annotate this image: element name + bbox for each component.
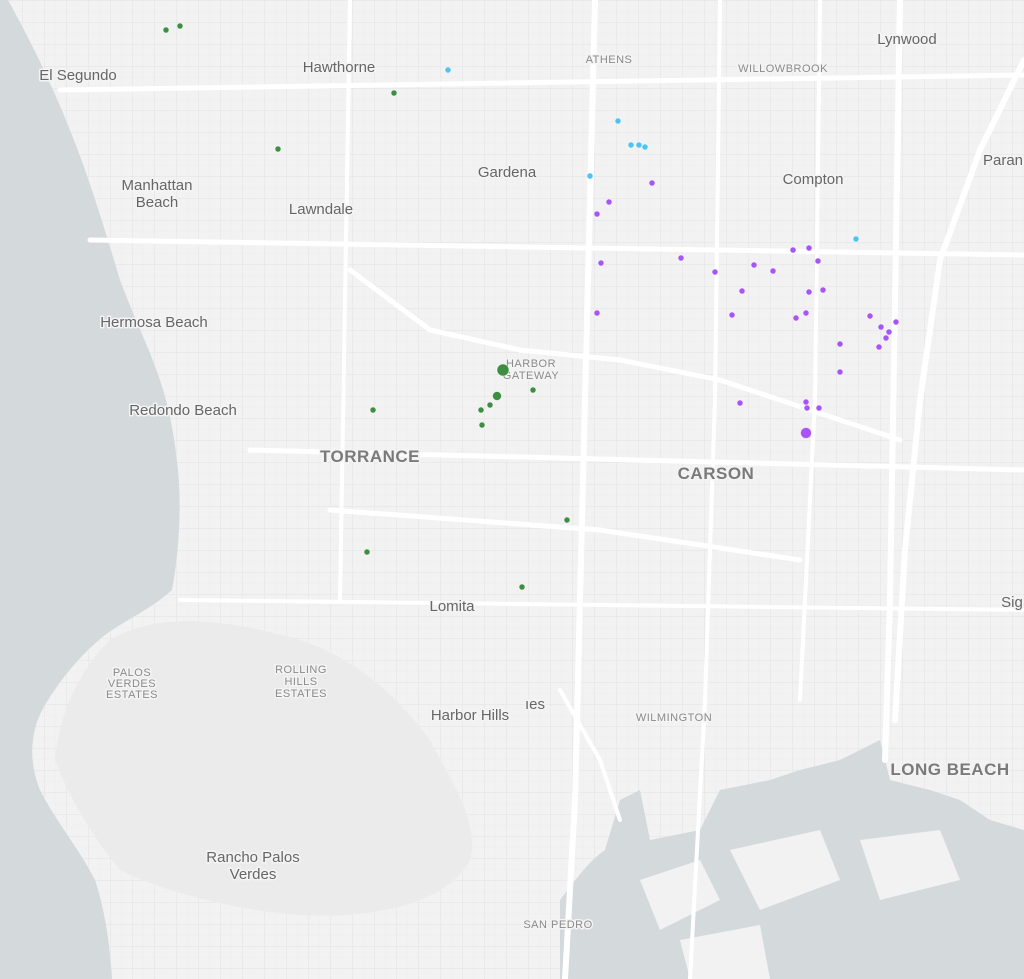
label-long-beach: LONG BEACH: [890, 760, 1009, 779]
harbor-pier-3: [860, 830, 960, 900]
purple-marker[interactable]: [882, 334, 890, 342]
purple-marker[interactable]: [866, 312, 874, 320]
label-manhattan-beach: Manhattan Beach: [122, 177, 193, 211]
purple-marker[interactable]: [800, 427, 812, 439]
label-willowbrook: WILLOWBROOK: [738, 63, 828, 75]
purple-marker[interactable]: [677, 254, 685, 262]
purple-marker[interactable]: [885, 328, 893, 336]
label-san-pedro: SAN PEDRO: [523, 919, 592, 931]
label-hermosa-beach: Hermosa Beach: [100, 314, 208, 331]
purple-marker[interactable]: [803, 404, 811, 412]
label-compton: Compton: [783, 171, 844, 188]
purple-marker[interactable]: [789, 246, 797, 254]
purple-marker[interactable]: [877, 323, 885, 331]
cyan-marker[interactable]: [635, 141, 643, 149]
green-marker[interactable]: [529, 386, 537, 394]
purple-marker[interactable]: [736, 399, 744, 407]
green-marker[interactable]: [369, 406, 377, 414]
green-marker[interactable]: [162, 26, 170, 34]
purple-marker[interactable]: [875, 343, 883, 351]
data-markers: [162, 22, 900, 591]
purple-marker[interactable]: [805, 244, 813, 252]
purple-marker[interactable]: [648, 179, 656, 187]
purple-marker[interactable]: [892, 318, 900, 326]
purple-marker[interactable]: [814, 257, 822, 265]
major-roads: [57, 0, 1024, 979]
label-gardena: Gardena: [478, 164, 537, 181]
purple-marker[interactable]: [802, 309, 810, 317]
label-paramount: Paran: [983, 152, 1023, 169]
label-hawthorne: Hawthorne: [303, 59, 376, 76]
purple-marker[interactable]: [792, 314, 800, 322]
purple-marker[interactable]: [750, 261, 758, 269]
label-athens: ATHENS: [586, 54, 633, 66]
purple-marker[interactable]: [597, 259, 605, 267]
purple-marker[interactable]: [805, 288, 813, 296]
label-palos-verdes-estates: PALOS VERDES ESTATES: [106, 667, 158, 701]
label-rolling-hills-estates: ROLLING HILLS ESTATES: [275, 664, 327, 700]
label-harbor-hills: Harbor Hills: [431, 707, 509, 724]
purple-marker[interactable]: [836, 340, 844, 348]
label-lawndale: Lawndale: [289, 201, 353, 218]
green-marker[interactable]: [363, 548, 371, 556]
label-lomita: Lomita: [429, 598, 475, 615]
label-el-segundo: El Segundo: [39, 67, 117, 84]
purple-marker[interactable]: [819, 286, 827, 294]
label-ies: ıes: [525, 696, 545, 713]
label-lynwood: Lynwood: [877, 31, 937, 48]
cyan-marker[interactable]: [586, 172, 594, 180]
green-marker[interactable]: [563, 516, 571, 524]
place-labels: El Segundo Hawthorne ATHENS WILLOWBROOK Lynw…: [38, 30, 1024, 933]
purple-marker[interactable]: [815, 404, 823, 412]
label-wilmington: WILMINGTON: [636, 712, 712, 724]
label-signal-hill: Sig: [1001, 594, 1023, 611]
cyan-marker[interactable]: [627, 141, 635, 149]
cyan-marker[interactable]: [852, 235, 860, 243]
green-marker[interactable]: [496, 363, 510, 377]
purple-marker[interactable]: [738, 287, 746, 295]
green-marker[interactable]: [390, 89, 398, 97]
purple-marker[interactable]: [728, 311, 736, 319]
purple-marker[interactable]: [769, 267, 777, 275]
green-marker[interactable]: [486, 401, 494, 409]
pacific-ocean: [0, 0, 180, 979]
harbor-pier-1: [640, 860, 720, 930]
label-torrance: TORRANCE: [320, 447, 420, 466]
cyan-marker[interactable]: [641, 143, 649, 151]
purple-marker[interactable]: [593, 210, 601, 218]
harbor-pier-2: [730, 830, 840, 910]
harbor-pier-4: [680, 925, 770, 979]
green-marker[interactable]: [478, 421, 486, 429]
green-marker[interactable]: [518, 583, 526, 591]
cyan-marker[interactable]: [614, 117, 622, 125]
label-carson: CARSON: [678, 464, 755, 483]
label-harbor-gateway: HARBOR GATEWAY: [503, 358, 560, 382]
green-marker[interactable]: [176, 22, 184, 30]
label-rancho-palos-verdes: Rancho Palos Verdes: [206, 849, 299, 883]
purple-marker[interactable]: [836, 368, 844, 376]
purple-marker[interactable]: [802, 398, 810, 406]
purple-marker[interactable]: [593, 309, 601, 317]
palos-verdes-hills: [55, 621, 472, 916]
cyan-marker[interactable]: [444, 66, 452, 74]
green-marker[interactable]: [492, 391, 502, 401]
label-redondo-beach: Redondo Beach: [129, 402, 237, 419]
purple-marker[interactable]: [711, 268, 719, 276]
green-marker[interactable]: [477, 406, 485, 414]
purple-marker[interactable]: [605, 198, 613, 206]
green-marker[interactable]: [274, 145, 282, 153]
